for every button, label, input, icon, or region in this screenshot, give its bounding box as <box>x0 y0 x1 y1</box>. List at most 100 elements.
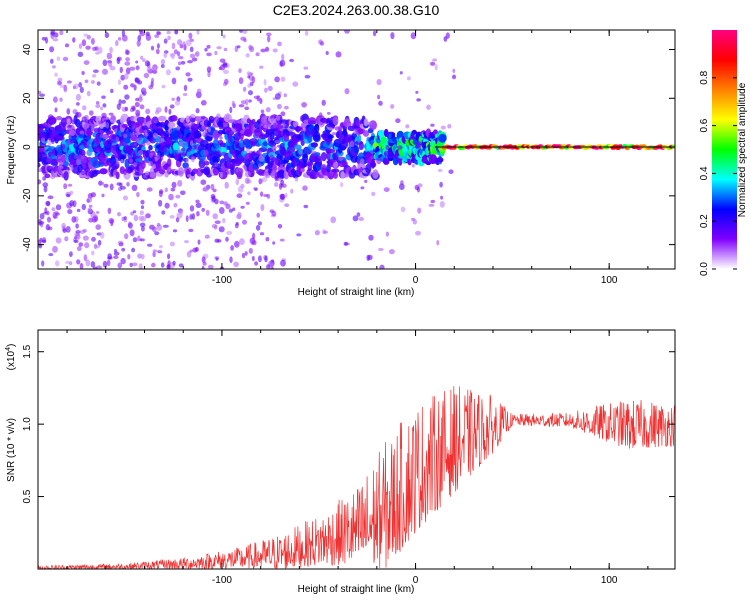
y-tick-label: 1.5 <box>22 344 33 358</box>
heatmap-cell <box>255 129 261 134</box>
heatmap-cell <box>121 34 128 42</box>
heatmap-cell <box>219 207 225 214</box>
heatmap-cell <box>185 157 189 164</box>
heatmap-cell <box>416 143 422 149</box>
heatmap-cell <box>277 41 282 47</box>
heatmap-cell <box>390 32 395 40</box>
heatmap-cell <box>113 255 119 259</box>
heatmap-cell <box>332 161 339 168</box>
heatmap-cell <box>100 106 103 111</box>
heatmap-cell <box>63 161 69 167</box>
heatmap-cell <box>85 45 91 50</box>
heatmap-cell <box>271 169 277 174</box>
heatmap-cell <box>244 159 250 165</box>
heatmap-cell <box>202 131 206 138</box>
heatmap-cell <box>42 154 48 158</box>
heatmap-cell <box>232 207 236 212</box>
y-tick-label: 40 <box>22 44 33 56</box>
heatmap-cell <box>265 170 269 177</box>
heatmap-cell <box>356 212 361 217</box>
heatmap-cell <box>188 32 193 39</box>
heatmap-cell <box>201 125 207 131</box>
heatmap-cell <box>189 249 193 253</box>
heatmap-cell <box>242 86 247 92</box>
heatmap-cell <box>141 87 147 93</box>
heatmap-cell <box>338 156 344 161</box>
heatmap-cell <box>75 93 81 101</box>
heatmap-cell <box>335 51 342 58</box>
heatmap-cell <box>86 90 91 97</box>
heatmap-cell <box>110 88 114 94</box>
heatmap-cell <box>93 243 98 249</box>
heatmap-cell <box>45 36 48 44</box>
heatmap-cell <box>69 139 74 145</box>
x-tick-label: 100 <box>601 575 618 586</box>
heatmap-cell <box>259 132 265 139</box>
heatmap-cell <box>137 253 142 259</box>
heatmap-cell <box>359 158 365 166</box>
heatmap-cell <box>154 231 160 236</box>
heatmap-cell <box>47 114 54 120</box>
heatmap-cell <box>248 247 253 254</box>
heatmap-cell <box>358 141 364 151</box>
heatmap-cell <box>238 123 243 129</box>
heatmap-cell <box>69 129 76 136</box>
heatmap-cell <box>439 181 443 188</box>
heatmap-cell <box>152 132 159 139</box>
heatmap-cell <box>303 204 309 209</box>
heatmap-cell <box>140 238 145 242</box>
heatmap-cell <box>263 79 267 86</box>
heatmap-cell <box>344 30 350 34</box>
heatmap-cell <box>108 218 115 224</box>
heatmap-cell <box>203 186 209 192</box>
heatmap-cell <box>339 182 344 188</box>
heatmap-cell <box>246 71 251 76</box>
heatmap-cell <box>283 134 290 142</box>
heatmap-cell <box>47 195 54 200</box>
heatmap-cell <box>204 234 210 239</box>
heatmap-cell <box>92 46 97 52</box>
heatmap-cell <box>47 139 52 146</box>
heatmap-cell <box>155 107 162 113</box>
heatmap-cell <box>39 93 45 97</box>
snr-multiplier: (x104) <box>5 344 17 371</box>
heatmap-cell <box>93 146 100 152</box>
heatmap-cell <box>177 167 185 177</box>
heatmap-cell <box>50 33 55 39</box>
heatmap-cell <box>342 128 348 138</box>
heatmap-cell <box>219 58 226 63</box>
heatmap-cell <box>132 162 138 168</box>
heatmap-cell <box>102 141 107 145</box>
heatmap-cell <box>116 160 120 165</box>
heatmap-cell <box>102 68 108 75</box>
heatmap-cell <box>149 172 156 179</box>
heatmap-cell <box>39 147 45 153</box>
heatmap-cell <box>138 30 144 34</box>
snr-series-line <box>38 386 675 569</box>
heatmap-cell <box>245 201 250 205</box>
heatmap-cell <box>376 157 382 165</box>
heatmap-cell <box>175 66 181 71</box>
heatmap-cell <box>120 186 126 190</box>
heatmap-cell <box>314 123 320 134</box>
heatmap-cell <box>41 239 47 244</box>
heatmap-cell <box>236 213 242 220</box>
heatmap-cell <box>311 150 317 154</box>
heatmap-cell <box>352 215 359 222</box>
heatmap-cell <box>238 68 242 74</box>
heatmap-cell <box>131 247 136 253</box>
heatmap-cell <box>118 242 124 247</box>
heatmap-cell <box>135 158 143 163</box>
heatmap-cell <box>125 57 130 62</box>
heatmap-cell <box>187 134 193 142</box>
heatmap-cell <box>53 168 59 173</box>
heatmap-cell <box>99 181 105 186</box>
heatmap-cell <box>289 58 295 63</box>
heatmap-cell <box>426 104 431 110</box>
heatmap-cell <box>209 116 215 120</box>
heatmap-cell <box>252 150 257 158</box>
heatmap-cell <box>120 159 124 164</box>
heatmap-cell <box>215 116 220 123</box>
heatmap-cell <box>330 216 337 224</box>
heatmap-cell <box>432 58 438 62</box>
